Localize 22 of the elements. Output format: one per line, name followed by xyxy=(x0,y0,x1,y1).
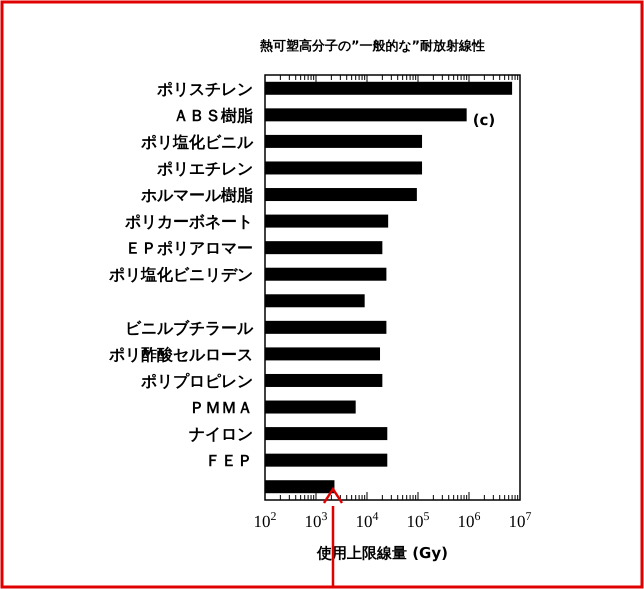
y-tick-label: ナイロン xyxy=(189,424,253,444)
y-tick-label: ポリエチレン xyxy=(156,158,253,178)
y-tick-label: ＡＢＳ樹脂 xyxy=(173,106,253,125)
y-tick-label: ポリ酢酸セルロース xyxy=(108,344,253,364)
y-tick-label: ポリカーボネート xyxy=(124,212,253,232)
y-tick-label: ホルマール樹脂 xyxy=(140,186,253,205)
y-tick-label: ポリ塩化ビニリデン xyxy=(108,265,253,284)
y-tick-label: ＰＭＭＡ xyxy=(189,398,253,418)
x-tick-label: 10$^{4}$ xyxy=(356,509,379,531)
y-tick-label: ポリ塩化ビニル xyxy=(140,132,254,152)
x-tick-label: 10$^{2}$ xyxy=(254,509,277,531)
annotation: (c) xyxy=(472,111,496,129)
y-tick-label: ＥＰポリアロマー xyxy=(125,238,253,258)
x-tick-label: 10$^{3}$ xyxy=(304,509,328,531)
y-tick-label: ＦＥＰ xyxy=(205,451,253,470)
chart-title: 熱可塑高分子の”一般的な”耐放射線性 xyxy=(258,38,486,54)
x-tick-label: 10$^{7}$ xyxy=(508,509,532,531)
y-tick-label: ビニルブチラール xyxy=(125,318,254,338)
y-tick-label: ポリプロピレン xyxy=(140,371,253,390)
x-tick-label: 10$^{6}$ xyxy=(458,509,481,531)
x-tick-label: 10$^{5}$ xyxy=(406,509,430,531)
y-tick-label: ポリスチレン xyxy=(156,79,253,98)
